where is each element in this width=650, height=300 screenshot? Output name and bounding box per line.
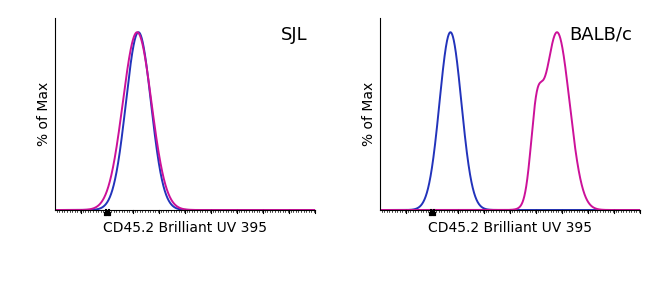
X-axis label: CD45.2 Brilliant UV 395: CD45.2 Brilliant UV 395	[428, 221, 592, 235]
Text: SJL: SJL	[281, 26, 307, 44]
X-axis label: CD45.2 Brilliant UV 395: CD45.2 Brilliant UV 395	[103, 221, 267, 235]
Y-axis label: % of Max: % of Max	[362, 82, 376, 146]
Text: BALB/c: BALB/c	[569, 26, 632, 44]
Y-axis label: % of Max: % of Max	[37, 82, 51, 146]
